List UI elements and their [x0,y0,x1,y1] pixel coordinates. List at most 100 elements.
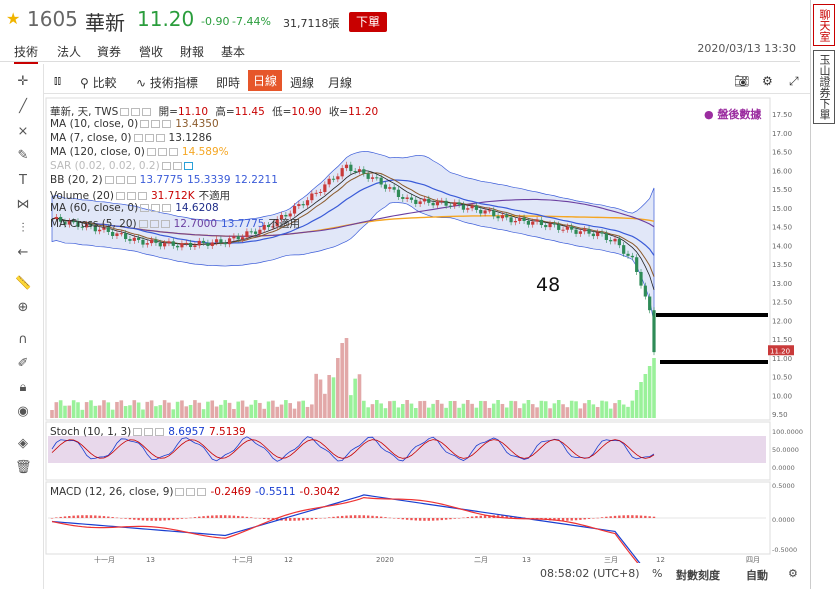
price-panel [45,97,771,421]
volume-bar [119,400,124,418]
back-arrow-icon[interactable]: ← [17,245,29,260]
forecast-icon[interactable]: ⫶ [21,221,25,236]
candle-body [401,196,405,199]
pattern-icon[interactable]: ⋈ [16,197,30,212]
volume-bar [314,373,318,418]
interval-weekly[interactable]: 週線 [290,76,315,90]
candle-body [193,245,197,248]
candle-body [223,242,227,245]
macd-hist-bar [81,515,84,518]
candle-body [635,257,639,272]
lock-icon[interactable]: 🔒︎ [19,380,27,395]
gear-icon[interactable]: ⚙ [762,74,773,88]
crosshair-icon[interactable]: ✛ [17,74,29,89]
chart-canvas[interactable]: 17.50 17.00 16.50 16.00 15.50 15.00 14.50 14.00… [44,96,810,583]
candle-body [232,236,236,239]
text-icon[interactable]: T [19,173,27,188]
macd-hist-bar [167,518,171,521]
volume-bar [401,404,405,418]
candle-body [245,231,249,238]
volume-bar [128,405,132,418]
fib-icon[interactable]: ⨯ [17,124,29,139]
broker-order-button[interactable]: 玉山證券下單 [813,50,835,124]
macd-hist-bar [626,515,630,518]
layers-icon[interactable]: ◈ [18,436,28,451]
ma10-line [51,172,655,277]
settings-small-icon[interactable]: ⚙ [788,567,798,580]
candle-body [111,231,115,236]
macd-hist-bar [211,515,214,518]
price-chart[interactable]: 17.50 17.00 16.50 16.00 15.50 15.00 14.50 14.00… [44,96,810,585]
macd-hist-bar [258,518,262,519]
trash-icon[interactable]: 🗑︎ [15,460,32,475]
volume-bar [349,395,353,418]
candle-body [604,233,608,240]
volume-bar [258,402,262,418]
interval-realtime[interactable]: 即時 [216,76,241,90]
tab-revenue[interactable]: 營收 [139,45,164,59]
favorite-star-icon[interactable]: ★ [6,9,21,28]
quote-header: ★ 1605 華新 11.20 -0.90 -7.44% 31,7118張 下單 [0,0,800,40]
candle-body [145,243,149,245]
macd-hist-bar [76,515,80,518]
auto-scale-toggle[interactable]: 自動 [746,569,768,582]
log-scale-toggle[interactable]: 對數刻度 [676,569,720,582]
volume-bar [574,401,578,418]
lock-draw-icon[interactable]: ✐ [17,356,29,371]
candle-body [427,198,431,203]
volume-bar [292,408,297,418]
candle-body [570,226,574,230]
price-change: -0.90 [201,15,230,28]
section-tabs: 技術 法人 資券 營收 財報 基本 2020/03/13 13:30 [0,40,800,64]
candle-style-icon[interactable]: ⫾⫾ [54,74,62,87]
camera-icon[interactable]: 📷︎ [734,74,750,88]
fullscreen-icon[interactable]: ⤢ [789,74,799,88]
magnet-icon[interactable]: ∩ [18,332,28,347]
candle-body [124,233,128,240]
volume-bar [154,406,158,418]
volume-bar [383,408,388,418]
volume-bar [491,403,496,418]
eye-icon[interactable]: ◉ [17,404,29,419]
ruler-icon[interactable]: 📏 [15,276,32,291]
volume-bar [93,405,98,418]
macd-hist-bar [418,518,422,521]
macd-hist-bar [215,515,218,518]
interval-monthly[interactable]: 月線 [328,76,353,90]
volume-bar [149,400,154,418]
volume-bar [110,409,115,418]
indicators-button[interactable]: ∿ 技術指標 [136,76,198,90]
tab-basic[interactable]: 基本 [221,45,246,59]
trendline-icon[interactable]: ╱ [19,99,27,114]
volume-bar [54,402,59,418]
candle-body [535,219,539,222]
brush-icon[interactable]: ✎ [17,148,29,163]
volume-bar [76,402,80,418]
place-order-button[interactable]: 下單 [349,12,387,32]
candle-body [440,200,444,202]
volume-bar [548,408,552,418]
candle-body [375,177,379,179]
interval-daily[interactable]: 日線 [248,70,283,91]
tab-institutional[interactable]: 法人 [57,45,82,59]
after-hours-note: ● 盤後數據 [704,108,762,121]
macd-hist-bar [353,515,357,518]
macd-hist-bar [505,515,508,518]
volume-bar [253,400,258,418]
volume-bar [357,374,362,418]
macd-hist-bar [128,518,132,520]
tab-financials[interactable]: 財報 [180,45,205,59]
volume-bar [647,366,652,418]
zoom-icon[interactable]: ⊕ [17,300,29,315]
candle-body [301,204,305,206]
tab-margin[interactable]: 資券 [97,45,122,59]
percent-toggle[interactable]: % [652,567,663,580]
candle-body [444,200,448,206]
date-tick-label: 十一月 [94,555,115,563]
chat-room-button[interactable]: 聊天室 [813,4,835,46]
candle-body [405,197,409,199]
volume-bar [504,407,509,418]
compare-button[interactable]: ⚲ 比較 [80,76,117,90]
tab-technical[interactable]: 技術 [14,43,39,64]
macd-hist-bar [94,515,97,518]
